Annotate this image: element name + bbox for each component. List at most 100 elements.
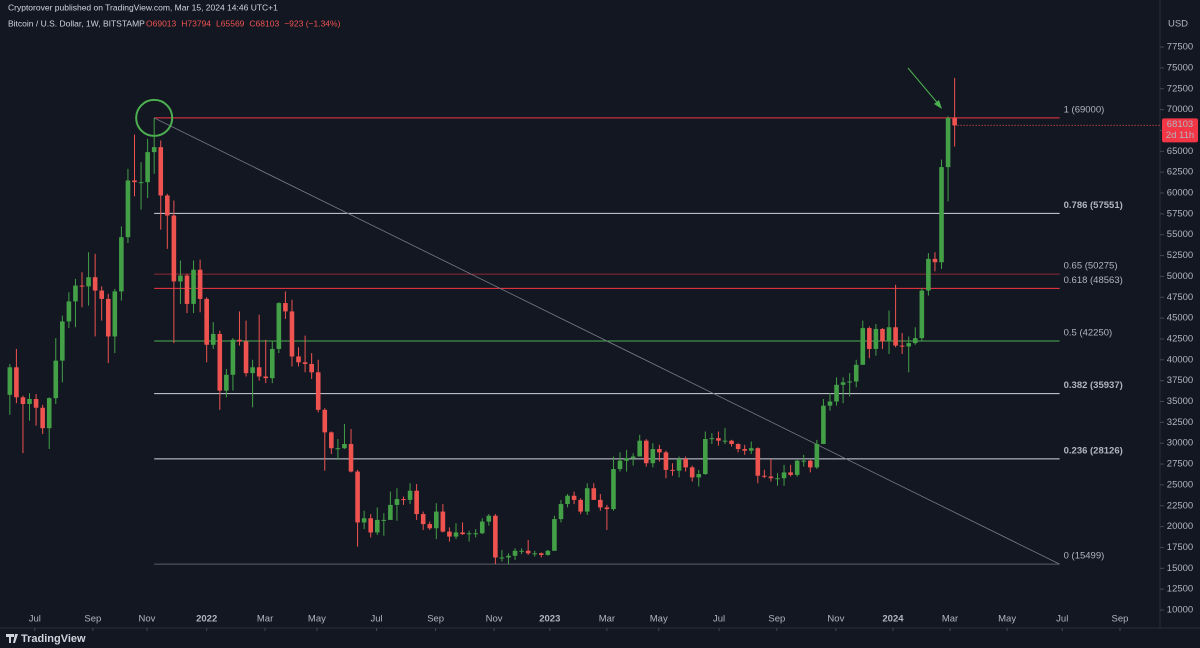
candle-body [112, 291, 118, 337]
candle-body [735, 444, 741, 450]
candle-body [584, 488, 590, 512]
candle-body [860, 328, 866, 365]
x-tick-label: Nov [486, 614, 503, 625]
logo: TradingView [6, 633, 86, 645]
candle-body [368, 518, 373, 533]
candle-body [538, 553, 544, 555]
candle-body [919, 290, 925, 339]
candle-body [611, 469, 616, 510]
candle-body [847, 381, 852, 383]
candle-body [132, 180, 137, 183]
candle-body [296, 356, 301, 363]
y-tick-label: 37500 [1167, 375, 1193, 386]
candle-body [145, 152, 150, 183]
candle-body [250, 367, 255, 374]
y-tick-label: 32500 [1167, 417, 1193, 428]
candle-body [716, 438, 721, 441]
candle-body [729, 440, 734, 445]
candle-body [224, 374, 229, 391]
candle-body [571, 495, 577, 500]
fib-label: 0.236 (28126) [1064, 445, 1123, 456]
candle-body [283, 303, 288, 312]
y-tick-label: 40000 [1167, 354, 1193, 365]
y-tick-label: 17500 [1167, 542, 1193, 553]
candle-body [243, 341, 249, 374]
candle-body [414, 490, 419, 515]
candle-body [794, 460, 800, 475]
y-tick-label: 47500 [1167, 292, 1193, 303]
brand: TradingView [21, 633, 86, 645]
x-tick-label: May [308, 614, 326, 625]
candle-body [742, 449, 747, 451]
candle-body [440, 511, 446, 532]
candle-body [565, 495, 570, 505]
y-tick-label: 65000 [1167, 146, 1193, 157]
y-tick-label: 45000 [1167, 313, 1193, 324]
candle-body [519, 550, 524, 552]
x-tick-label: May [650, 614, 668, 625]
y-tick-label: 52500 [1167, 250, 1193, 261]
candle-body [335, 448, 341, 450]
trendline [154, 117, 1060, 565]
candle-body [263, 376, 269, 379]
price-tag-value: 68103 [1167, 119, 1193, 130]
candle-body [204, 298, 209, 345]
candle-body [20, 397, 26, 404]
candle-body [624, 458, 629, 461]
y-tick-label: 15000 [1167, 563, 1193, 574]
candle-body [322, 409, 328, 433]
candle-body [348, 444, 354, 472]
candle-body [33, 398, 39, 408]
candle-body [945, 117, 951, 168]
y-tick-label: 30000 [1167, 438, 1193, 449]
candle-body [184, 275, 190, 304]
candle-body [329, 432, 334, 449]
candle-body [197, 269, 203, 299]
candle-body [92, 277, 98, 291]
y-tick-label: 57500 [1167, 208, 1193, 219]
candle-body [447, 531, 452, 537]
candle-body [99, 290, 104, 299]
ohlc-value: −923 (−1.34%) [284, 18, 340, 28]
fib-label: 0.382 (35937) [1064, 380, 1123, 391]
countdown: 2d 11h [1166, 130, 1194, 141]
currency: USD [1168, 19, 1188, 30]
candle-body [86, 277, 91, 287]
candle-body [532, 553, 538, 555]
candle-body [105, 298, 111, 337]
candle-body [630, 456, 636, 459]
x-tick-label: Sep [768, 614, 785, 625]
candle-body [165, 195, 170, 216]
candle-body [867, 328, 872, 349]
candle-body [381, 519, 387, 521]
candle-body [191, 269, 196, 304]
candle-body [460, 532, 465, 535]
candle-body [834, 384, 839, 402]
y-tick-label: 60000 [1167, 188, 1193, 199]
candle-body [853, 364, 859, 382]
y-tick-label: 27500 [1167, 459, 1193, 470]
y-tick-label: 20000 [1167, 521, 1193, 532]
fib-label: 0.786 (57551) [1064, 200, 1123, 211]
candle-body [14, 367, 19, 398]
ohlc-values: O69013 H73794 L65569 C68103 −923 (−1.34%) [146, 18, 341, 28]
candle-body [289, 311, 295, 357]
candle-body [926, 258, 931, 291]
candle-body [158, 147, 164, 196]
x-tick-label: 2024 [882, 614, 904, 625]
y-tick-label: 77500 [1167, 42, 1193, 53]
candle-body [171, 215, 177, 282]
candle-body [578, 499, 583, 512]
candle-body [755, 448, 761, 476]
candle-body [315, 372, 321, 410]
candle-body [138, 182, 144, 184]
x-tick-label: Mar [599, 614, 615, 625]
candle-body [506, 555, 511, 558]
candle-body [886, 327, 892, 342]
candle-body [952, 117, 957, 126]
y-tick-label: 10000 [1167, 605, 1193, 616]
candle-body [512, 550, 518, 556]
candle-body [722, 440, 728, 442]
candle-body [545, 550, 551, 555]
